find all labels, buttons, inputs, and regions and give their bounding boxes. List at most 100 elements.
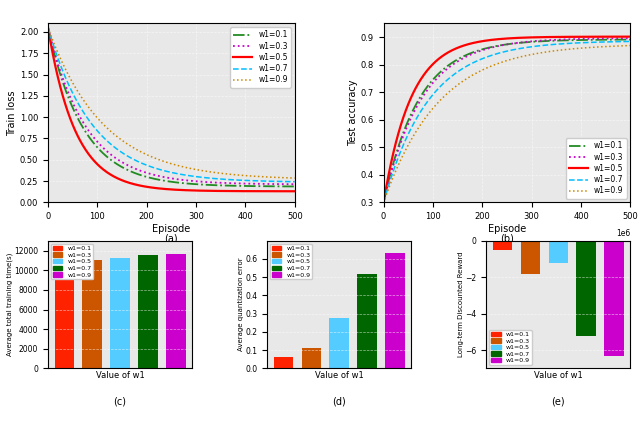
w1=0.9 bbox=[541, 49, 549, 55]
Line: w1=0.9: w1=0.9 bbox=[383, 46, 630, 202]
w1=0.3 bbox=[116, 158, 124, 163]
w1=0.5 bbox=[206, 188, 214, 193]
w1=0.1 bbox=[541, 38, 549, 43]
w1=0.3 bbox=[541, 38, 549, 43]
Text: (d): (d) bbox=[332, 396, 346, 406]
Bar bbox=[110, 259, 130, 368]
w1=0.1 bbox=[44, 25, 52, 30]
w1=0.1 bbox=[470, 49, 477, 55]
X-axis label: Episode: Episode bbox=[152, 224, 191, 234]
Bar bbox=[330, 318, 349, 368]
w1=0.1 bbox=[441, 66, 449, 71]
w1=0.5 bbox=[203, 188, 211, 193]
w1=0.3 bbox=[451, 60, 459, 66]
w1=0.3 bbox=[539, 38, 547, 43]
w1=0.3 bbox=[470, 51, 477, 56]
Line: w1=0.5: w1=0.5 bbox=[383, 37, 630, 202]
X-axis label: Value of w1: Value of w1 bbox=[534, 371, 582, 380]
w1=0.3 bbox=[291, 181, 299, 187]
Y-axis label: Average total training time(s): Average total training time(s) bbox=[6, 253, 13, 356]
w1=0.9 bbox=[106, 127, 113, 132]
w1=0.7 bbox=[134, 159, 141, 164]
Y-axis label: Long-term Discounted Reward: Long-term Discounted Reward bbox=[458, 252, 464, 357]
w1=0.1 bbox=[134, 172, 141, 177]
w1=0.1 bbox=[584, 37, 592, 43]
X-axis label: Episode: Episode bbox=[488, 224, 526, 234]
X-axis label: Value of w1: Value of w1 bbox=[96, 371, 145, 380]
w1=0.5 bbox=[470, 40, 477, 46]
w1=0.5 bbox=[451, 46, 459, 52]
w1=0.7 bbox=[116, 148, 124, 153]
w1=0.7 bbox=[380, 200, 387, 205]
w1=0.9 bbox=[291, 176, 299, 181]
Line: w1=0.9: w1=0.9 bbox=[48, 28, 295, 178]
w1=0.3 bbox=[134, 167, 141, 172]
Bar bbox=[385, 253, 404, 368]
w1=0.9 bbox=[134, 148, 141, 153]
w1=0.1 bbox=[627, 37, 634, 42]
w1=0.5 bbox=[134, 182, 141, 187]
Bar bbox=[274, 357, 293, 368]
w1=0.9 bbox=[584, 45, 592, 50]
w1=0.3 bbox=[248, 181, 256, 186]
w1=0.1 bbox=[248, 184, 256, 189]
w1=0.5 bbox=[106, 171, 113, 176]
X-axis label: Value of w1: Value of w1 bbox=[315, 371, 364, 380]
Bar bbox=[548, 241, 568, 262]
Bar bbox=[604, 241, 624, 356]
w1=0.7 bbox=[539, 43, 547, 48]
w1=0.5 bbox=[380, 200, 387, 205]
w1=0.5 bbox=[627, 34, 634, 39]
Bar bbox=[138, 256, 157, 368]
w1=0.3 bbox=[106, 151, 113, 156]
w1=0.9 bbox=[116, 136, 124, 141]
Text: (b): (b) bbox=[500, 234, 514, 244]
w1=0.7 bbox=[206, 176, 214, 181]
Y-axis label: Test accuracy: Test accuracy bbox=[348, 80, 358, 146]
w1=0.1 bbox=[380, 200, 387, 205]
w1=0.7 bbox=[44, 25, 52, 30]
Text: 1e6: 1e6 bbox=[616, 229, 630, 238]
w1=0.7 bbox=[291, 179, 299, 184]
w1=0.7 bbox=[248, 178, 256, 183]
Line: w1=0.7: w1=0.7 bbox=[48, 28, 295, 182]
w1=0.3 bbox=[584, 36, 592, 41]
w1=0.1 bbox=[539, 39, 547, 44]
w1=0.9 bbox=[441, 93, 449, 98]
Legend: w1=0.1, w1=0.3, w1=0.5, w1=0.7, w1=0.9: w1=0.1, w1=0.3, w1=0.5, w1=0.7, w1=0.9 bbox=[51, 244, 93, 279]
Line: w1=0.3: w1=0.3 bbox=[383, 38, 630, 202]
w1=0.5 bbox=[248, 189, 256, 194]
w1=0.5 bbox=[441, 52, 449, 57]
Legend: w1=0.1, w1=0.3, w1=0.5, w1=0.7, w1=0.9: w1=0.1, w1=0.3, w1=0.5, w1=0.7, w1=0.9 bbox=[490, 330, 532, 366]
w1=0.9 bbox=[470, 72, 477, 77]
Bar bbox=[357, 273, 377, 368]
w1=0.3 bbox=[44, 25, 52, 30]
w1=0.5 bbox=[116, 177, 124, 182]
Bar bbox=[54, 264, 74, 368]
w1=0.9 bbox=[248, 173, 256, 178]
w1=0.1 bbox=[291, 184, 299, 189]
w1=0.7 bbox=[106, 140, 113, 145]
Legend: w1=0.1, w1=0.3, w1=0.5, w1=0.7, w1=0.9: w1=0.1, w1=0.3, w1=0.5, w1=0.7, w1=0.9 bbox=[230, 27, 291, 87]
Line: w1=0.7: w1=0.7 bbox=[383, 41, 630, 202]
w1=0.7 bbox=[441, 80, 449, 85]
w1=0.3 bbox=[203, 179, 211, 184]
w1=0.1 bbox=[451, 58, 459, 63]
w1=0.7 bbox=[203, 175, 211, 180]
Bar bbox=[166, 254, 186, 368]
w1=0.9 bbox=[539, 50, 547, 55]
w1=0.9 bbox=[203, 169, 211, 174]
Bar bbox=[493, 241, 512, 250]
Legend: w1=0.1, w1=0.3, w1=0.5, w1=0.7, w1=0.9: w1=0.1, w1=0.3, w1=0.5, w1=0.7, w1=0.9 bbox=[566, 138, 627, 199]
w1=0.9 bbox=[380, 200, 387, 205]
Bar bbox=[301, 348, 321, 368]
w1=0.9 bbox=[206, 169, 214, 174]
Y-axis label: Train loss: Train loss bbox=[7, 90, 17, 135]
w1=0.3 bbox=[627, 36, 634, 41]
w1=0.5 bbox=[291, 189, 299, 194]
w1=0.7 bbox=[541, 43, 549, 48]
w1=0.9 bbox=[451, 84, 459, 89]
Bar bbox=[83, 260, 102, 368]
Y-axis label: Average quantization error: Average quantization error bbox=[238, 258, 244, 351]
w1=0.7 bbox=[451, 71, 459, 76]
